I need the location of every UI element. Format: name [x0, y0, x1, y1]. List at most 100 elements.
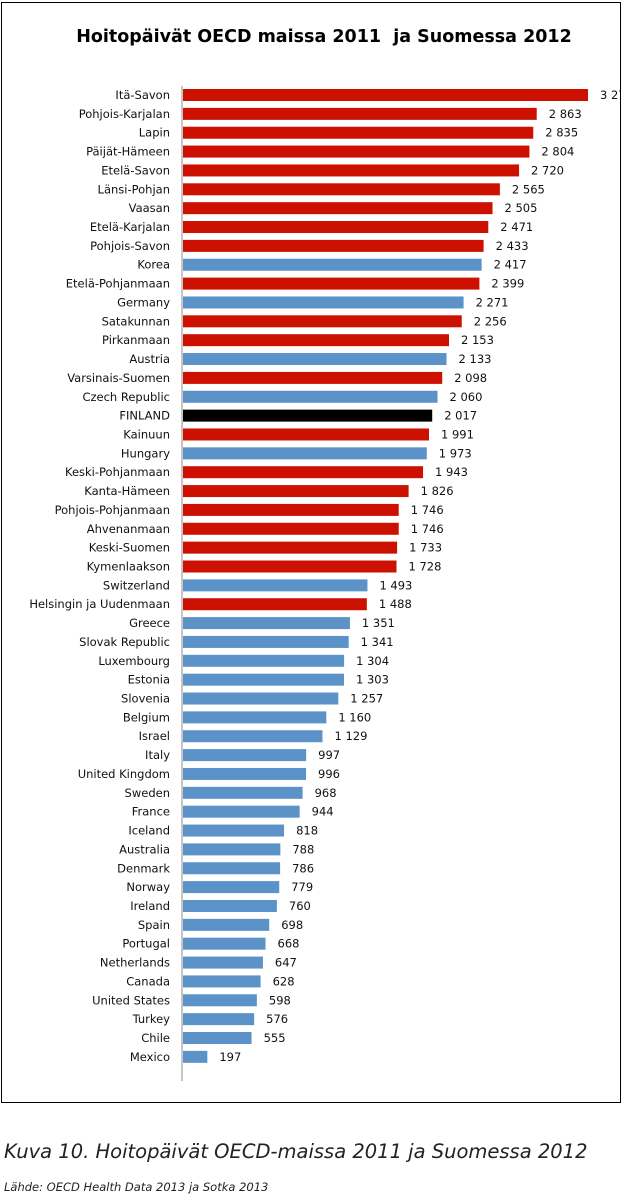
- category-label: Italy: [145, 748, 170, 762]
- data-label: 1 991: [441, 427, 474, 441]
- data-label: 1 303: [356, 673, 389, 687]
- data-label: 968: [315, 786, 337, 800]
- data-label: 197: [219, 1050, 241, 1064]
- bar: [183, 296, 464, 309]
- category-label: Austria: [129, 352, 170, 366]
- bar: [183, 617, 350, 630]
- category-label: Estonia: [128, 673, 170, 687]
- data-label: 1 746: [411, 503, 444, 517]
- category-label: Kymenlaakson: [87, 560, 170, 574]
- bar: [183, 258, 482, 271]
- category-label: Sweden: [125, 786, 170, 800]
- data-label: 2 271: [476, 295, 509, 309]
- category-label: Etelä-Pohjanmaan: [66, 277, 170, 291]
- data-label: 2 256: [474, 314, 507, 328]
- data-label: 2 835: [545, 126, 578, 140]
- data-label: 1 488: [379, 597, 412, 611]
- data-label: 647: [275, 956, 297, 970]
- bar: [183, 202, 493, 215]
- bar: [183, 164, 520, 177]
- bar: [183, 975, 261, 988]
- data-label: 760: [289, 899, 311, 913]
- bar: [183, 805, 300, 818]
- bar: [183, 918, 270, 931]
- bar: [183, 409, 433, 422]
- data-label: 2 399: [491, 277, 524, 291]
- bar: [183, 89, 588, 101]
- bars-group: Itä-Savon 3 278 Pohjois-Karjalan 2 863 Lapin…: [29, 88, 625, 1064]
- data-label: 2 433: [496, 239, 529, 253]
- data-label: 2 471: [500, 220, 533, 234]
- category-label: Chile: [141, 1031, 170, 1045]
- bar: [183, 541, 398, 554]
- bar: [183, 579, 368, 592]
- bar: [183, 937, 266, 950]
- category-label: Israel: [139, 729, 170, 743]
- category-label: Norway: [126, 880, 170, 894]
- bar: [183, 277, 480, 290]
- bar: [183, 1032, 252, 1044]
- data-label: 2 804: [541, 145, 574, 159]
- data-label: 788: [292, 842, 314, 856]
- data-label: 668: [278, 937, 300, 951]
- category-label: Czech Republic: [82, 390, 170, 404]
- data-label: 996: [318, 767, 340, 781]
- bar: [183, 371, 443, 384]
- bar: [183, 1050, 208, 1063]
- category-label: Pohjois-Pohjanmaan: [55, 503, 170, 517]
- data-label: 1 728: [408, 560, 441, 574]
- bar: [183, 221, 489, 234]
- category-label: Turkey: [132, 1012, 171, 1026]
- bar: [183, 994, 257, 1007]
- data-label: 2 017: [444, 409, 477, 423]
- figure-caption: Kuva 10. Hoitopäivät OECD-maissa 2011 ja…: [4, 1140, 588, 1163]
- category-label: Itä-Savon: [115, 88, 170, 102]
- chart-title: Hoitopäivät OECD maissa 2011 ja Suomessa…: [76, 27, 572, 47]
- data-label: 1 973: [439, 446, 472, 460]
- category-label: Ireland: [130, 899, 170, 913]
- category-label: Hungary: [121, 446, 170, 460]
- category-label: Etelä-Karjalan: [90, 220, 170, 234]
- data-label: 1 257: [350, 692, 383, 706]
- category-label: Australia: [119, 842, 170, 856]
- category-label: Varsinais-Suomen: [67, 371, 170, 385]
- category-label: Denmark: [117, 861, 170, 875]
- bar: [183, 107, 537, 120]
- bar: [183, 390, 438, 403]
- data-label: 1 943: [435, 465, 468, 479]
- data-label: 818: [296, 824, 318, 838]
- category-label: Etelä-Savon: [101, 163, 170, 177]
- category-label: Satakunnan: [102, 314, 170, 328]
- data-label: 2 098: [454, 371, 487, 385]
- bar: [183, 749, 307, 762]
- bar: [183, 485, 409, 498]
- category-label: Switzerland: [103, 578, 170, 592]
- category-label: Luxembourg: [98, 654, 170, 668]
- data-label: 2 720: [531, 163, 564, 177]
- category-label: Kainuun: [123, 427, 170, 441]
- category-label: United States: [92, 993, 170, 1007]
- bar: [183, 654, 345, 667]
- bar: [183, 711, 327, 724]
- data-label: 2 863: [549, 107, 582, 121]
- bar: [183, 503, 399, 516]
- category-label: Korea: [137, 258, 170, 272]
- figure-source: Lähde: OECD Health Data 2013 ja Sotka 20…: [4, 1180, 269, 1194]
- category-label: Keski-Suomen: [89, 541, 170, 555]
- bar: [183, 560, 397, 573]
- chart-frame: Hoitopäivät OECD maissa 2011 ja Suomessa…: [1, 2, 625, 1103]
- category-label: Slovenia: [121, 692, 170, 706]
- category-label: United Kingdom: [78, 767, 170, 781]
- data-label: 2 565: [512, 182, 545, 196]
- bar: [183, 899, 277, 912]
- bar: [183, 767, 307, 780]
- data-label: 3 278: [600, 88, 620, 102]
- bar: [183, 183, 500, 196]
- category-label: Canada: [126, 974, 170, 988]
- category-label: Helsingin ja Uudenmaan: [29, 597, 170, 611]
- data-label: 1 129: [334, 729, 367, 743]
- category-label: Spain: [138, 918, 170, 932]
- bar: [183, 447, 427, 460]
- category-label: Slovak Republic: [79, 635, 170, 649]
- category-label: Kanta-Hämeen: [84, 484, 170, 498]
